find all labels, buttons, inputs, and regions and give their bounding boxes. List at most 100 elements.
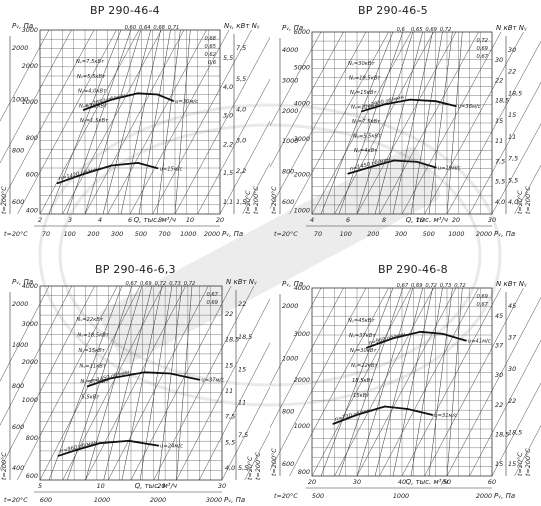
system-line (311, 287, 412, 477)
pv-bottom-tick-label: 2000 (204, 230, 220, 238)
pv-bottom-tick-label: 500 (135, 230, 147, 238)
n-tick-label: 15 (508, 111, 516, 119)
temp-label-20: t=20°C (4, 230, 28, 238)
n2-tick-label: 7,5 (225, 413, 235, 421)
efficiency-label: 0,68 (153, 25, 165, 31)
data-point (409, 98, 412, 101)
n2-tick-label: 37 (495, 342, 503, 350)
efficiency-ray (158, 285, 183, 481)
system-line (85, 285, 186, 481)
n-tick-label: 18,5 (508, 89, 522, 97)
temp-label-right: t=20°C (516, 190, 524, 214)
data-point (109, 377, 112, 380)
system-line (514, 425, 541, 477)
pv-bottom-tick-label: 1000 (180, 230, 196, 238)
efficiency-ray (428, 287, 453, 477)
pv200-tick-label: 600 (282, 460, 294, 468)
data-point (392, 337, 394, 340)
data-point (392, 159, 395, 162)
data-point (383, 103, 386, 106)
data-point (419, 330, 422, 333)
system-line (130, 285, 232, 481)
chart-title-2: ВР 290-46-5 (358, 4, 428, 17)
n2-tick-label: 18,5 (225, 336, 239, 344)
pv200-tick-label: 2000 (12, 44, 28, 52)
q-axis-label: Q, тыс. м³/ч (406, 216, 448, 224)
q-tick-label: 6 (346, 216, 350, 224)
pv200-tick-label: 4000 (282, 46, 298, 54)
system-line (107, 29, 207, 215)
efficiency-label-side: 0,6 (208, 60, 217, 66)
motor-power-label: 15кВт (353, 393, 370, 399)
pv-tick-label: 4000 (22, 282, 38, 290)
efficiency-ray (84, 29, 142, 215)
pv-bottom-tick-label: 200 (367, 230, 379, 238)
efficiency-ray (446, 31, 463, 215)
system-line (108, 285, 209, 481)
system-line (311, 31, 412, 215)
efficiency-label: 0,60 (125, 25, 137, 31)
pv-bottom-tick-label: 2000 (476, 492, 492, 500)
efficiency-rays (320, 287, 463, 477)
data-point (82, 109, 85, 111)
system-line (219, 120, 270, 215)
temp-label-right: t=20°C (246, 456, 254, 480)
system-line (379, 31, 479, 215)
motor-power-label: Nᵧ=37кВт (349, 333, 376, 339)
q-tick-label: 6 (128, 216, 132, 224)
grid (312, 32, 492, 214)
pv-bottom-tick-label: 100 (64, 230, 76, 238)
efficiency-label: 0,72 (440, 27, 452, 33)
n-tick-label: 30 (508, 365, 516, 373)
motor-power-label: Nᵧ=5,5кВт (353, 134, 382, 140)
system-line (334, 31, 434, 215)
data-point (442, 333, 444, 335)
q-axis-label: Q, тыс. м³/ч (135, 482, 177, 490)
motor-power-label: Nᵧ=18,5кВт (77, 332, 109, 338)
temp-label-20: t=20°C (274, 230, 298, 238)
efficiency-ray (85, 285, 143, 481)
efficiency-ray (174, 29, 191, 215)
pv200-tick-label: 2000 (282, 302, 298, 310)
temp-label-right: t=20°C (244, 190, 252, 214)
n-tick-label: 15 (238, 366, 246, 374)
data-point (434, 100, 437, 103)
system-line (0, 285, 50, 382)
motor-power-label: Nᵧ=2,2кВт (79, 103, 108, 109)
temp-label-right: t=20°C (516, 452, 524, 476)
n2-tick-label: 22 (495, 401, 503, 409)
chart-title-3: ВР 290-46-6,3 (95, 263, 176, 276)
efficiency-ray (320, 287, 394, 477)
pv-bottom-tick-label: 600 (40, 496, 52, 504)
efficiency-label-side: 0,65 (204, 44, 216, 50)
system-line (379, 287, 479, 477)
system-line (469, 339, 541, 477)
data-point (169, 372, 172, 375)
temp-label-right-200: t=200°C (524, 186, 532, 214)
system-line (84, 29, 185, 215)
data-point (73, 449, 76, 452)
speed-label: n=1420 об/мин (58, 166, 100, 182)
motor-power-label: Nᵧ=5,5кВт (77, 74, 106, 80)
n2-tick-label: 18,5 (495, 97, 509, 105)
pv-tick-label: 800 (298, 468, 310, 476)
efficiency-rays (48, 285, 193, 481)
n2-tick-label: 4,0 (495, 198, 505, 206)
system-lines (0, 285, 270, 481)
q-tick-label: 20 (216, 216, 224, 224)
efficiency-ray (356, 31, 414, 215)
data-point (143, 371, 146, 374)
data-point (406, 408, 409, 410)
system-line (0, 29, 50, 122)
data-point (384, 405, 386, 408)
pv-tick-label: 4000 (294, 284, 310, 292)
data-point (82, 173, 85, 175)
efficiency-label-side: 0,67 (206, 292, 218, 298)
q-tick-label: 10 (97, 482, 105, 490)
system-line (289, 31, 389, 215)
motor-power-label: Nᵧ=7,5кВт (76, 59, 105, 65)
pv-tick-label: 2000 (22, 62, 38, 70)
pv-tick-label: 3000 (22, 26, 38, 34)
velocity-label: u=24м/с (160, 444, 183, 450)
n-tick-label: 5,5 (236, 75, 246, 83)
